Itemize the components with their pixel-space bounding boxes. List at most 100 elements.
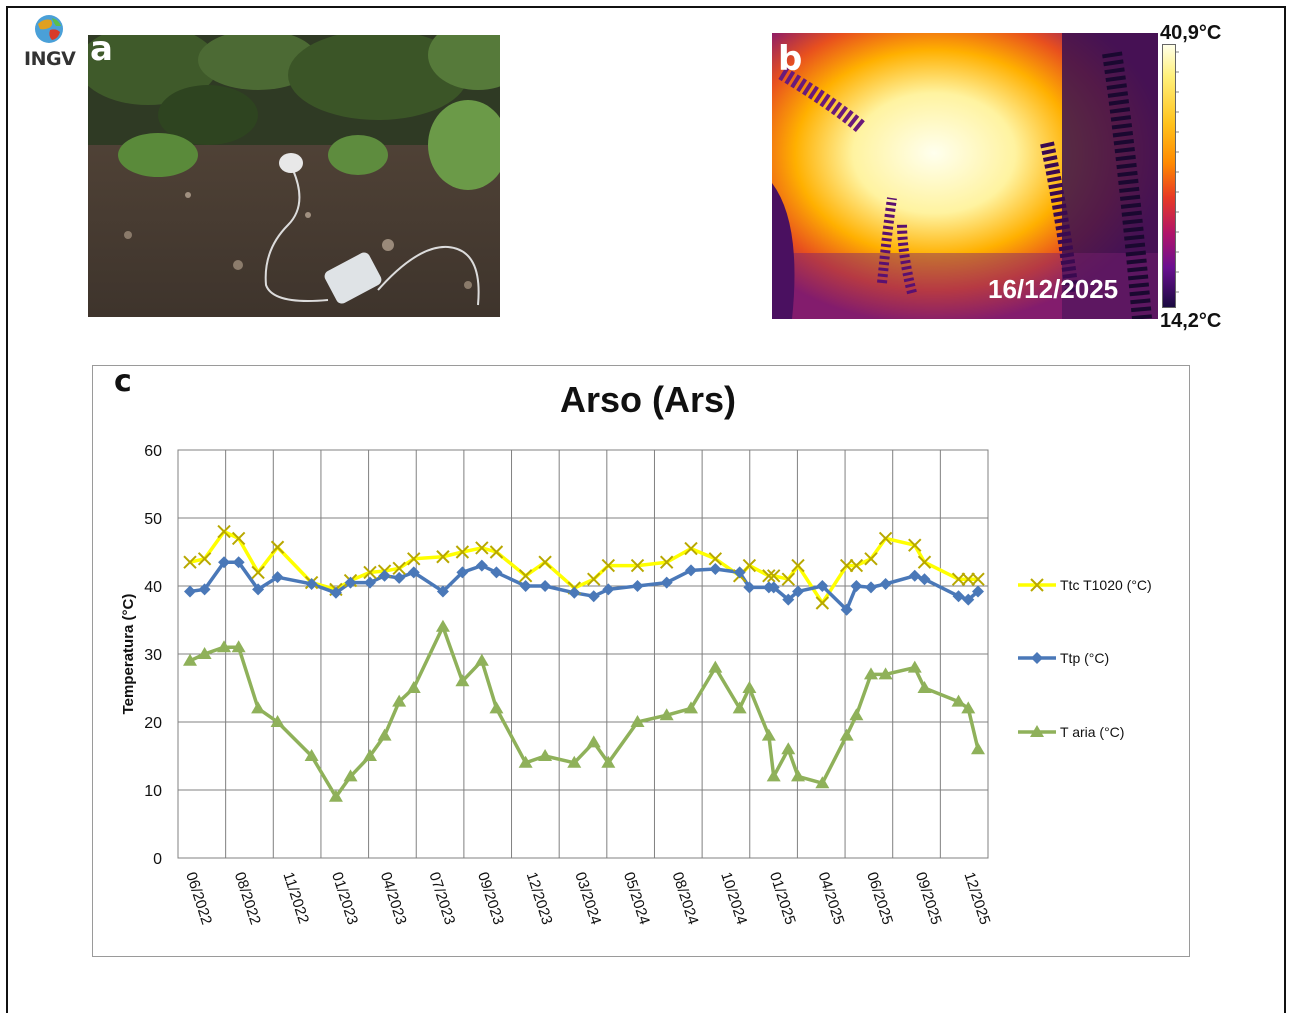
y-tick-label: 60	[144, 443, 162, 460]
data-point	[878, 667, 893, 680]
x-tick-label: 06/2025	[863, 870, 896, 927]
data-point	[767, 581, 780, 594]
data-point	[864, 552, 878, 566]
series-line-0	[189, 529, 978, 605]
y-tick-label: 0	[153, 851, 162, 868]
data-point	[538, 749, 553, 761]
y-tick-label: 20	[144, 715, 162, 732]
data-point	[539, 580, 552, 592]
data-point	[305, 577, 318, 590]
data-point	[456, 566, 469, 579]
data-point	[684, 701, 699, 714]
data-point	[839, 558, 854, 573]
data-point	[378, 569, 391, 582]
data-point	[849, 708, 864, 721]
thermal-image	[772, 33, 1158, 319]
y-tick-label: 30	[144, 647, 162, 664]
data-point	[474, 653, 489, 666]
data-point	[766, 569, 781, 583]
data-point	[271, 571, 284, 584]
x-tick-label: 04/2025	[815, 870, 848, 927]
data-point	[601, 558, 616, 573]
data-point	[270, 540, 285, 554]
data-point	[878, 531, 893, 546]
thermal-date: 16/12/2025	[988, 274, 1119, 304]
data-point	[489, 701, 504, 714]
data-point	[587, 572, 601, 586]
data-point	[782, 593, 795, 606]
data-point	[918, 573, 931, 586]
data-point	[791, 558, 805, 573]
data-point	[601, 755, 616, 768]
data-point	[197, 647, 212, 659]
data-point	[840, 603, 853, 616]
data-point	[518, 755, 533, 768]
data-point	[475, 559, 488, 572]
y-tick-label: 40	[144, 579, 162, 596]
legend-entry: Ttc T1020 (°C)	[1060, 577, 1152, 593]
data-point	[961, 701, 976, 714]
x-tick-label: 08/2022	[231, 870, 264, 927]
thermal-panel-b: b	[772, 33, 1158, 319]
legend-entry: T aria (°C)	[1060, 724, 1124, 740]
data-point	[815, 596, 830, 610]
color-scale-ticks	[1176, 51, 1179, 293]
x-tick-label: 12/2025	[960, 870, 993, 927]
data-point	[455, 674, 470, 687]
legend-marker	[1030, 725, 1044, 737]
y-tick-label: 10	[144, 783, 162, 800]
x-tick-label: 05/2024	[620, 870, 653, 927]
data-point	[586, 735, 601, 748]
data-point	[850, 580, 863, 592]
data-point	[377, 728, 392, 741]
data-point	[518, 569, 533, 583]
data-point	[568, 586, 581, 599]
x-tick-label: 10/2024	[717, 870, 750, 927]
data-point	[362, 749, 377, 761]
data-point	[631, 580, 644, 592]
x-tick-label: 04/2023	[377, 870, 410, 927]
data-point	[217, 640, 232, 653]
data-point	[709, 563, 722, 575]
x-tick-label: 09/2025	[912, 870, 945, 927]
data-point	[406, 681, 421, 693]
data-point	[363, 565, 377, 580]
data-point	[587, 590, 600, 603]
data-point	[489, 545, 504, 559]
data-point	[685, 564, 698, 577]
chart-panel-c	[92, 365, 1190, 957]
data-point	[436, 550, 450, 564]
data-point	[962, 593, 975, 606]
data-point	[393, 571, 406, 584]
data-point	[519, 580, 532, 592]
data-point	[971, 572, 985, 586]
data-point	[708, 552, 723, 566]
data-point	[733, 566, 746, 579]
data-point	[183, 555, 197, 569]
scale-min-label: 14,2°C	[1160, 310, 1222, 332]
data-point	[742, 681, 757, 693]
data-point	[251, 565, 265, 580]
data-point	[475, 541, 489, 555]
globe-icon	[35, 15, 63, 43]
legend-entry: Ttp (°C)	[1060, 650, 1109, 666]
data-point	[660, 576, 673, 589]
data-point	[183, 653, 197, 666]
data-point	[781, 572, 796, 586]
x-tick-label: 12/2023	[523, 870, 556, 927]
data-point	[538, 555, 552, 569]
x-tick-label: 11/2022	[279, 870, 312, 926]
data-point	[907, 660, 922, 673]
scale-max-label: 40,9°C	[1160, 22, 1222, 44]
data-point	[659, 555, 674, 569]
x-tick-label: 06/2022	[182, 870, 215, 927]
logo-text: INGV	[24, 48, 76, 70]
data-point	[392, 694, 407, 707]
data-point	[815, 776, 830, 789]
data-point	[952, 590, 965, 603]
data-point	[270, 715, 285, 727]
data-point	[630, 558, 645, 573]
data-point	[436, 585, 449, 598]
data-point	[971, 742, 985, 755]
data-point	[567, 755, 582, 768]
